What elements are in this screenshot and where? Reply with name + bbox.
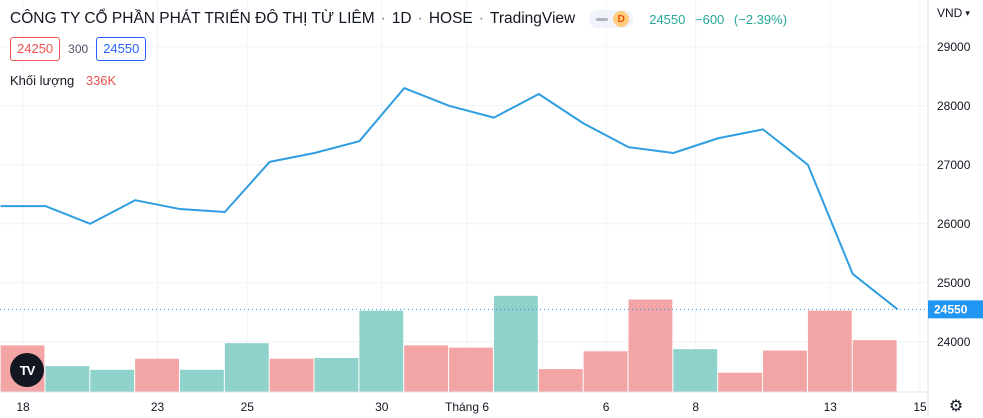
separator-dot: ·: [380, 10, 386, 27]
y-tick-label: 25000: [937, 276, 971, 290]
volume-legend[interactable]: Khối lượng 336K: [10, 73, 116, 88]
symbol-title[interactable]: CÔNG TY CỔ PHẦN PHÁT TRIỂN ĐÔ THỊ TỪ LIÊ…: [10, 10, 375, 27]
x-tick-label: Tháng 6: [445, 400, 489, 414]
volume-bar: [718, 372, 763, 392]
chart-header: CÔNG TY CỔ PHẦN PHÁT TRIỂN ĐÔ THỊ TỪ LIÊ…: [10, 9, 793, 29]
spread-value: 300: [68, 42, 89, 56]
volume-bars: [0, 295, 897, 392]
price-line-layer: [0, 87, 928, 311]
price-change: −600: [695, 11, 725, 27]
volume-bar: [852, 340, 897, 392]
last-price-label-bg: [928, 300, 983, 319]
last-price-info: 24550 −600 (−2.39%): [649, 12, 793, 27]
last-price: 24550: [649, 11, 686, 27]
volume-bar: [45, 366, 90, 392]
ask-price-box[interactable]: 24550: [96, 37, 147, 61]
currency-label: VND: [937, 6, 963, 20]
volume-bar: [90, 369, 135, 392]
volume-bar: [493, 295, 538, 392]
volume-bar: [224, 343, 269, 392]
volume-bar: [359, 310, 404, 392]
volume-bar: [673, 349, 718, 392]
interval-label[interactable]: 1D: [391, 10, 412, 27]
y-tick-label: 29000: [937, 40, 971, 54]
volume-bar: [538, 369, 583, 392]
tradingview-logo-icon[interactable]: TV: [10, 353, 44, 387]
last-price-label: 24550: [934, 302, 968, 316]
exchange-label: HOSE: [428, 10, 473, 27]
volume-bar: [628, 299, 673, 392]
x-tick-label: 25: [241, 400, 255, 414]
source-label: TradingView: [489, 10, 576, 27]
x-tick-label: 30: [375, 400, 389, 414]
x-tick-label: 18: [16, 400, 30, 414]
gear-icon[interactable]: ⚙: [948, 398, 964, 415]
volume-bar: [807, 310, 852, 392]
y-tick-label: 27000: [937, 158, 971, 172]
x-tick-label: 15: [913, 400, 927, 414]
market-status-pill[interactable]: D: [589, 10, 634, 28]
y-tick-label: 28000: [937, 99, 971, 113]
x-tick-label: 6: [603, 400, 610, 414]
market-closed-icon: [596, 17, 609, 21]
y-tick-label: 24000: [937, 335, 971, 349]
x-tick-label: 23: [151, 400, 165, 414]
price-change-percent: (−2.39%): [733, 11, 788, 27]
x-tick-label: 8: [692, 400, 699, 414]
volume-bar: [404, 345, 449, 392]
volume-label: Khối lượng: [10, 73, 75, 88]
volume-bar: [180, 369, 224, 392]
volume-bar: [314, 357, 359, 392]
volume-bar: [135, 358, 179, 392]
volume-bar: [763, 350, 807, 392]
chevron-down-icon: ▾: [965, 7, 970, 18]
delayed-data-icon: D: [613, 11, 630, 27]
currency-selector[interactable]: VND ▾: [937, 6, 970, 20]
volume-value: 336K: [85, 73, 117, 88]
volume-bar: [583, 351, 628, 392]
bid-price-box[interactable]: 24250: [10, 37, 61, 61]
x-tick-label: 13: [824, 400, 838, 414]
quote-row: 24250 300 24550: [10, 37, 147, 61]
separator-dot: ·: [417, 10, 423, 27]
volume-bar: [269, 358, 314, 392]
volume-bar: [449, 347, 493, 392]
price-line: [0, 87, 899, 311]
y-tick-label: 26000: [937, 217, 971, 231]
separator-dot: ·: [478, 10, 484, 27]
